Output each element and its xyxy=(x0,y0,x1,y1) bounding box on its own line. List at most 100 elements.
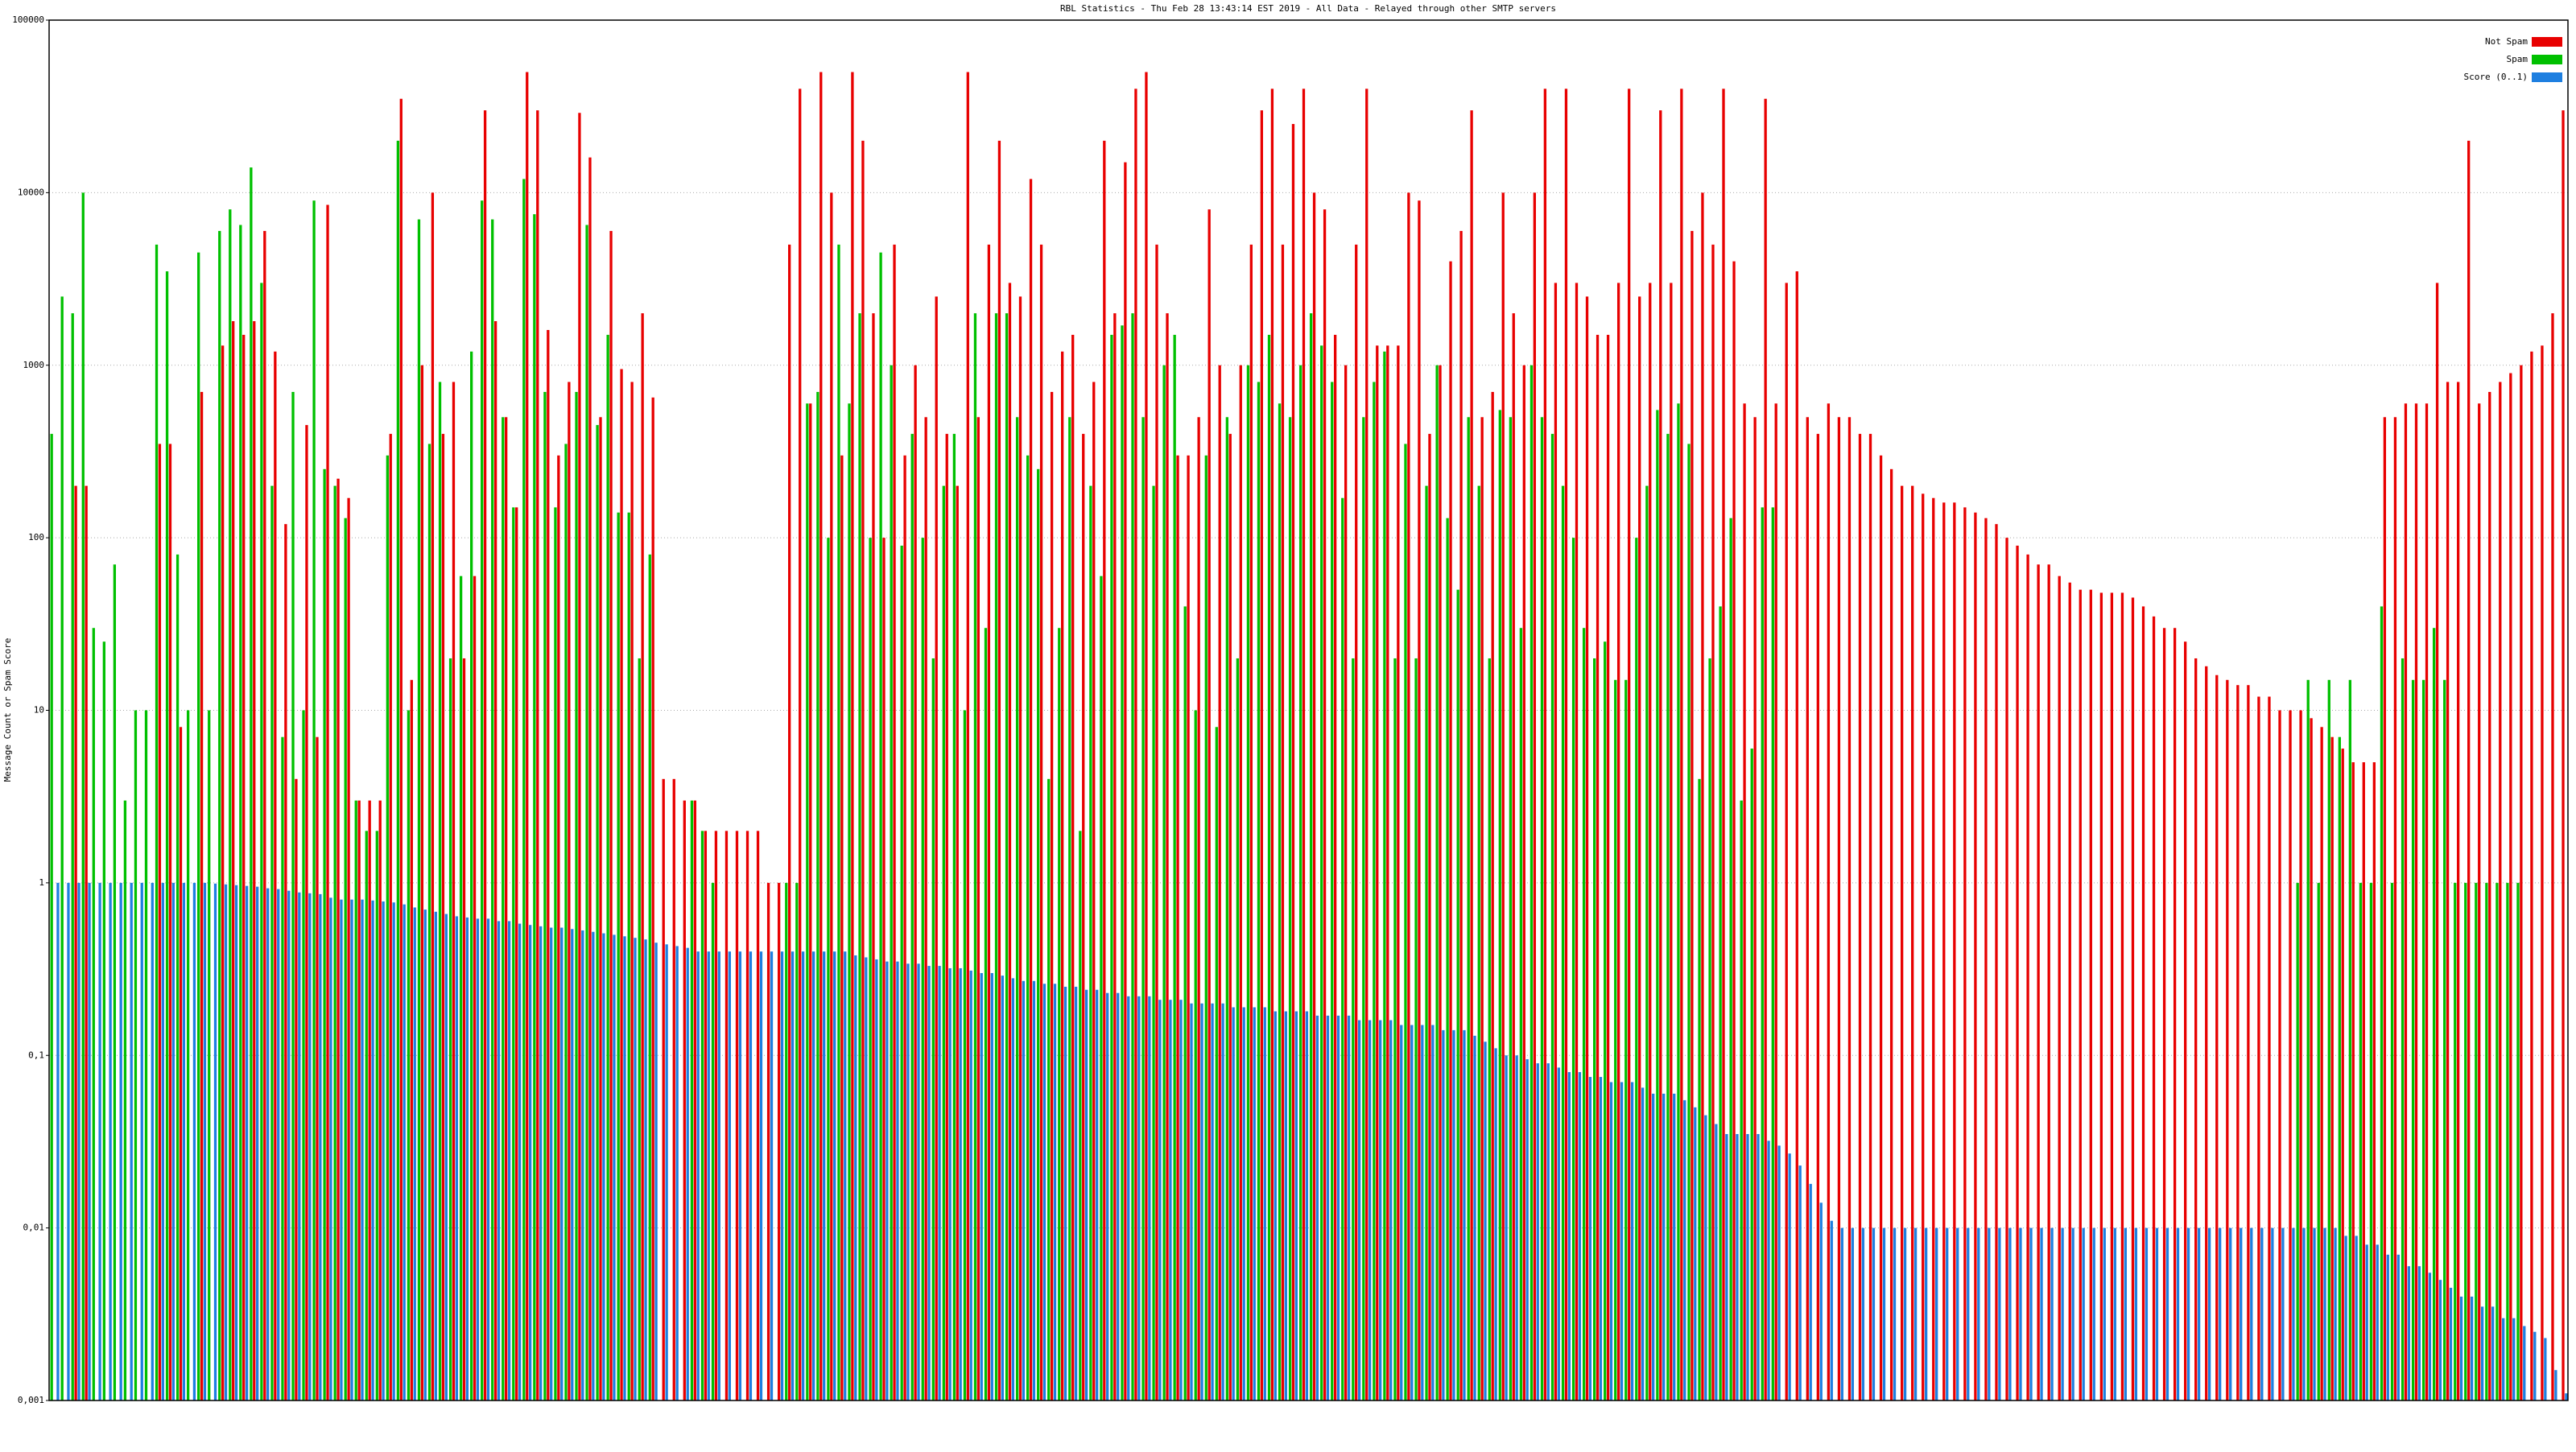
bar xyxy=(564,443,568,1400)
bar xyxy=(2393,417,2397,1400)
bar xyxy=(382,901,385,1400)
bar xyxy=(704,831,708,1400)
bar xyxy=(1032,980,1036,1400)
bar xyxy=(2327,679,2330,1400)
bar xyxy=(1788,1153,1791,1400)
bar xyxy=(2454,882,2457,1400)
bar xyxy=(1578,1072,1582,1400)
bar xyxy=(319,893,322,1400)
bar xyxy=(507,921,511,1400)
bar xyxy=(959,967,962,1400)
bar xyxy=(493,321,497,1400)
bar xyxy=(2247,685,2250,1400)
bar xyxy=(606,335,609,1400)
y-tick-label: 0,1 xyxy=(28,1050,44,1060)
bar xyxy=(2194,658,2198,1400)
bar xyxy=(459,575,463,1400)
bar xyxy=(1501,192,1505,1400)
bar xyxy=(2037,564,2040,1401)
bar xyxy=(1630,1082,1634,1400)
bar xyxy=(2176,1227,2180,1400)
bar xyxy=(1418,200,1421,1400)
bar xyxy=(1179,1000,1183,1400)
bar xyxy=(1827,403,1831,1400)
bar xyxy=(512,507,515,1400)
bar xyxy=(434,911,437,1400)
bar xyxy=(837,244,840,1400)
bar xyxy=(2016,545,2019,1400)
bar xyxy=(515,507,518,1400)
bar xyxy=(1694,1107,1697,1400)
bar xyxy=(948,967,952,1400)
bar xyxy=(1704,1115,1707,1400)
bar xyxy=(168,443,172,1400)
bar xyxy=(2376,1244,2379,1400)
bar xyxy=(1743,403,1746,1400)
bar xyxy=(1599,1077,1603,1400)
bar xyxy=(1470,110,1473,1400)
bar xyxy=(1294,1011,1298,1400)
bar xyxy=(1656,410,1659,1400)
bar xyxy=(1456,589,1459,1400)
bar xyxy=(1725,1133,1728,1400)
bar xyxy=(963,710,967,1400)
bar xyxy=(483,110,487,1400)
bar xyxy=(1593,658,1596,1400)
bar xyxy=(151,882,154,1400)
bar xyxy=(2173,628,2177,1400)
bar xyxy=(575,391,578,1400)
bar xyxy=(1410,1025,1414,1400)
bar xyxy=(1729,518,1732,1400)
bar xyxy=(795,882,799,1400)
bar xyxy=(973,313,977,1401)
bar xyxy=(281,736,284,1400)
bar xyxy=(1029,179,1033,1400)
bar xyxy=(1155,244,1158,1400)
bar xyxy=(1764,98,1767,1401)
bar xyxy=(347,497,350,1400)
bar xyxy=(1435,365,1439,1400)
bar xyxy=(1491,391,1494,1400)
bar xyxy=(1522,365,1525,1400)
bar xyxy=(777,882,781,1400)
bar xyxy=(2435,283,2439,1400)
bar xyxy=(588,157,592,1400)
bar xyxy=(2407,1266,2410,1400)
bar xyxy=(229,209,232,1400)
bar xyxy=(759,951,763,1400)
bar xyxy=(399,98,402,1401)
bar xyxy=(641,313,644,1401)
bar xyxy=(2365,1244,2368,1400)
bar xyxy=(2113,1227,2116,1400)
bar xyxy=(417,219,421,1400)
bar xyxy=(192,882,196,1400)
bar xyxy=(2019,1227,2022,1400)
bar xyxy=(707,951,710,1400)
bar xyxy=(1355,244,1358,1400)
bar xyxy=(1218,365,1221,1400)
plot-frame xyxy=(48,19,2569,1401)
bar xyxy=(1620,1082,1624,1400)
bar xyxy=(74,485,77,1400)
bar xyxy=(1113,313,1117,1401)
bar xyxy=(1505,1055,1508,1400)
bar xyxy=(1582,628,1586,1400)
bar xyxy=(1039,244,1043,1400)
bar xyxy=(2219,1227,2222,1400)
bar xyxy=(914,365,917,1400)
bar xyxy=(1757,1133,1760,1400)
bar xyxy=(1561,485,1565,1400)
bar xyxy=(2512,1318,2516,1400)
bar xyxy=(2401,658,2405,1400)
bar xyxy=(2421,679,2425,1400)
bar xyxy=(2152,616,2156,1400)
bar xyxy=(476,918,480,1400)
bar xyxy=(1525,1059,1529,1400)
bar xyxy=(119,882,122,1400)
bar xyxy=(2404,403,2408,1400)
bar xyxy=(2207,1227,2211,1400)
bar xyxy=(1771,507,1774,1400)
bar xyxy=(1053,984,1057,1400)
bar xyxy=(2103,1227,2106,1400)
bar xyxy=(1554,283,1558,1400)
